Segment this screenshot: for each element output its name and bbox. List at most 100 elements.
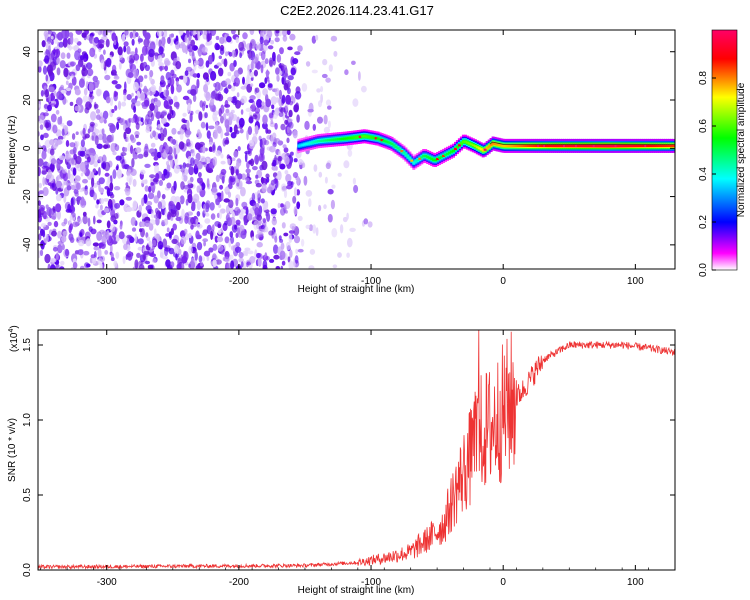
noise-speckle xyxy=(173,95,178,103)
noise-speckle xyxy=(116,121,120,130)
noise-speckle xyxy=(110,203,113,211)
noise-speckle xyxy=(252,202,257,211)
ridge-cell xyxy=(477,147,481,150)
ridge-cell xyxy=(547,144,551,147)
noise-speckle xyxy=(144,260,150,265)
noise-speckle xyxy=(44,89,50,98)
noise-speckle xyxy=(276,54,282,63)
noise-speckle xyxy=(286,126,290,134)
noise-speckle xyxy=(327,105,332,110)
noise-speckle xyxy=(149,70,154,78)
noise-speckle xyxy=(273,244,279,254)
noise-speckle xyxy=(221,175,225,184)
noise-speckle xyxy=(134,95,138,101)
noise-speckle xyxy=(242,206,249,210)
noise-speckle xyxy=(288,109,293,118)
noise-speckle xyxy=(187,193,193,204)
noise-speckle xyxy=(113,39,117,46)
noise-speckle xyxy=(304,120,310,130)
ridge-cell xyxy=(463,140,467,143)
noise-speckle xyxy=(367,221,373,228)
noise-speckle xyxy=(80,172,84,177)
ridge-cell xyxy=(670,144,673,147)
noise-speckle xyxy=(296,114,300,123)
ridge-cell xyxy=(311,141,315,144)
ridge-cell xyxy=(299,144,303,147)
noise-speckle xyxy=(49,139,55,146)
noise-speckle xyxy=(214,88,218,95)
ridge-cell xyxy=(432,158,436,161)
noise-speckle xyxy=(50,35,54,40)
noise-speckle xyxy=(84,133,90,139)
noise-speckle xyxy=(210,230,214,240)
noise-speckle xyxy=(163,99,169,109)
noise-speckle xyxy=(101,36,108,41)
noise-speckle xyxy=(321,73,328,79)
noise-speckle xyxy=(122,255,126,265)
noise-speckle xyxy=(181,173,188,182)
noise-speckle xyxy=(41,40,46,48)
ridge-cell xyxy=(664,144,668,147)
ridge-cell xyxy=(438,156,442,159)
noise-speckle xyxy=(191,55,197,60)
noise-speckle xyxy=(239,128,244,134)
ridge-cell xyxy=(416,159,420,162)
noise-speckle xyxy=(268,230,274,236)
noise-speckle xyxy=(173,147,177,157)
noise-speckle xyxy=(87,128,91,134)
ridge-cell xyxy=(640,144,644,147)
noise-speckle xyxy=(93,192,97,201)
noise-speckle xyxy=(229,126,233,133)
noise-speckle xyxy=(114,234,120,242)
noise-speckle xyxy=(166,182,172,189)
noise-speckle xyxy=(149,91,153,96)
ridge-cell xyxy=(586,144,590,147)
noise-speckle xyxy=(38,60,43,68)
noise-speckle xyxy=(46,162,51,167)
ridge-cell xyxy=(596,144,600,147)
noise-speckle xyxy=(150,84,157,93)
noise-speckle xyxy=(201,46,208,54)
noise-speckle xyxy=(73,188,79,195)
noise-speckle xyxy=(282,64,288,71)
noise-speckle xyxy=(287,118,293,123)
noise-speckle xyxy=(195,218,199,226)
noise-speckle xyxy=(93,215,96,225)
ridge-cell xyxy=(344,137,348,140)
noise-speckle xyxy=(45,74,49,82)
noise-speckle xyxy=(235,169,239,176)
noise-speckle xyxy=(297,215,303,222)
noise-speckle xyxy=(231,30,236,35)
noise-speckle xyxy=(270,134,274,145)
ridge-cell xyxy=(358,135,362,138)
ridge-cell xyxy=(644,144,648,147)
spectrogram-signal-ridge xyxy=(297,129,675,170)
noise-speckle xyxy=(150,142,156,148)
ridge-cell xyxy=(402,151,406,154)
noise-speckle xyxy=(82,161,88,166)
noise-speckle xyxy=(60,246,63,251)
noise-speckle xyxy=(191,204,196,212)
ridge-trace-line xyxy=(489,141,675,145)
ridge-cell xyxy=(493,142,497,145)
noise-speckle xyxy=(144,185,149,192)
noise-speckle xyxy=(172,139,177,145)
noise-speckle xyxy=(109,182,114,192)
noise-speckle xyxy=(251,192,256,202)
ridge-cell xyxy=(325,139,329,142)
ridge-cell xyxy=(594,144,598,147)
noise-speckle xyxy=(217,244,224,252)
noise-speckle xyxy=(249,30,255,35)
noise-speckle xyxy=(230,245,236,251)
noise-speckle xyxy=(203,30,207,36)
noise-speckle xyxy=(99,44,104,49)
noise-speckle xyxy=(212,116,219,122)
noise-speckle xyxy=(113,186,121,191)
noise-speckle xyxy=(255,174,259,179)
ridge-cell xyxy=(531,144,535,147)
ridge-cell xyxy=(523,144,527,147)
noise-speckle xyxy=(220,160,226,165)
noise-speckle xyxy=(258,82,266,89)
noise-speckle xyxy=(109,244,113,254)
